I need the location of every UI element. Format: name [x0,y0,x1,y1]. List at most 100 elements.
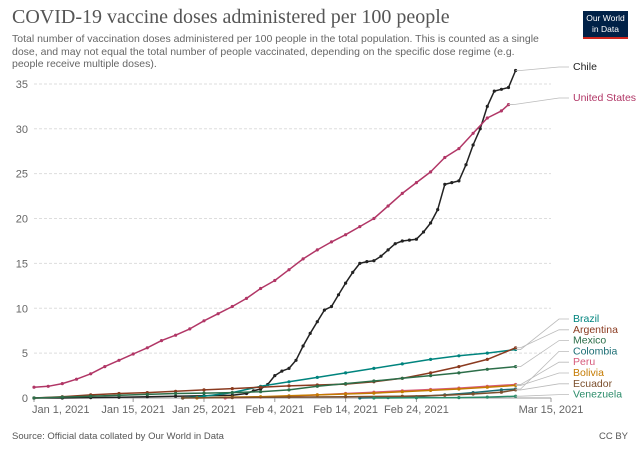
point-united-states-6 [117,358,121,362]
point-united-states-32 [485,116,489,120]
source-note: Source: Official data collated by Our Wo… [12,431,224,442]
point-united-states-33 [499,109,503,113]
logo-line-1: Our World [586,13,625,23]
series-line-argentina[interactable] [33,347,516,399]
series-label-venezuela[interactable]: Venezuela [573,389,622,401]
point-united-states-14 [230,304,234,309]
label-leader-venezuela [515,394,569,397]
point-brazil-11 [485,351,489,355]
point-united-states-24 [372,216,376,221]
point-united-states-27 [414,181,418,185]
point-brazil-4 [287,380,291,384]
point-united-states-9 [159,339,164,343]
point-bolivia-7 [400,390,404,394]
point-ecuador-6 [471,392,475,396]
point-venezuela-2 [457,396,461,400]
series-line-chile[interactable] [34,70,517,399]
series-line-united-states[interactable] [33,104,509,388]
point-argentina-16 [485,357,489,361]
point-united-states-11 [188,327,192,331]
point-chile-13 [280,369,284,373]
point-mexico-8 [259,390,263,394]
point-ecuador-5 [443,393,447,397]
point-mexico-11 [344,382,348,386]
point-bolivia-8 [429,388,433,392]
series-label-chile[interactable]: Chile [573,61,597,73]
y-tick-label-4: 20 [16,214,28,226]
label-leader-brazil [515,318,569,350]
point-chile-41 [478,127,482,131]
point-united-states-21 [329,240,334,244]
y-tick-label-7: 35 [16,79,28,91]
y-tick-label-3: 15 [16,258,28,270]
point-ecuador-3 [344,395,348,399]
y-tick-label-6: 30 [16,124,28,136]
point-chile-14 [287,366,291,370]
point-united-states-12 [202,319,206,323]
point-chile-12 [273,374,277,378]
point-mexico-1 [60,395,64,399]
x-tick-label-4: Feb 14, 2021 [313,404,378,416]
license-link[interactable]: CC BY [598,431,628,442]
point-united-states-30 [457,147,461,151]
point-brazil-5 [315,375,319,379]
point-chile-40 [471,143,475,147]
owid-logo[interactable]: Our World in Data [583,11,628,39]
point-venezuela-3 [485,395,489,399]
point-brazil-7 [372,366,376,370]
series-label-peru[interactable]: Peru [573,356,595,368]
x-tick-label-2: Jan 25, 2021 [172,404,236,416]
point-mexico-16 [485,367,489,371]
point-united-states-34 [506,103,511,107]
series-label-united-states[interactable]: United States [573,92,636,104]
point-chile-43 [492,89,496,93]
series-label-argentina[interactable]: Argentina [573,324,618,336]
point-united-states-28 [429,170,433,174]
point-united-states-20 [315,248,319,252]
series-line-brazil[interactable] [182,348,516,399]
point-chile-37 [450,181,454,185]
point-united-states-2 [60,382,64,386]
series-label-bolivia[interactable]: Bolivia [573,367,604,379]
point-mexico-10 [315,384,319,388]
point-united-states-23 [358,225,362,229]
point-ecuador-0 [181,396,185,400]
point-chile-4 [145,395,149,399]
point-united-states-7 [131,352,135,356]
label-leader-bolivia [515,372,569,386]
series-line-mexico[interactable] [33,365,516,399]
point-mexico-14 [429,374,433,378]
series-label-brazil[interactable]: Brazil [573,313,599,325]
point-chile-45 [506,85,511,90]
point-chile-23 [351,270,355,274]
point-united-states-3 [74,377,79,381]
point-mexico-0 [32,396,36,400]
label-leader-argentina [515,329,569,349]
point-mexico-7 [230,391,234,395]
point-united-states-31 [471,131,475,135]
series-label-colombia[interactable]: Colombia [573,345,618,357]
point-mexico-3 [117,393,121,397]
point-chile-17 [308,331,312,335]
point-venezuela-1 [414,396,418,400]
series-label-ecuador[interactable]: Ecuador [573,378,613,390]
point-colombia-5 [499,388,503,392]
point-mexico-5 [174,391,178,396]
point-brazil-8 [400,362,404,366]
point-chile-35 [436,208,440,212]
point-ecuador-4 [400,394,404,398]
point-united-states-16 [259,286,263,291]
point-brazil-1 [202,394,206,398]
point-mexico-6 [202,391,206,395]
point-chile-21 [336,293,341,297]
point-mexico-4 [145,392,149,396]
point-united-states-15 [244,296,249,300]
point-chile-28 [386,248,390,252]
point-argentina-9 [287,384,291,388]
point-brazil-10 [457,354,461,358]
chart-subtitle: Total number of vaccination doses admini… [12,33,539,70]
series-label-mexico[interactable]: Mexico [573,335,606,347]
point-united-states-5 [103,365,107,369]
x-tick-label-1: Jan 15, 2021 [101,404,165,416]
x-tick-label-0: Jan 1, 2021 [32,404,90,416]
